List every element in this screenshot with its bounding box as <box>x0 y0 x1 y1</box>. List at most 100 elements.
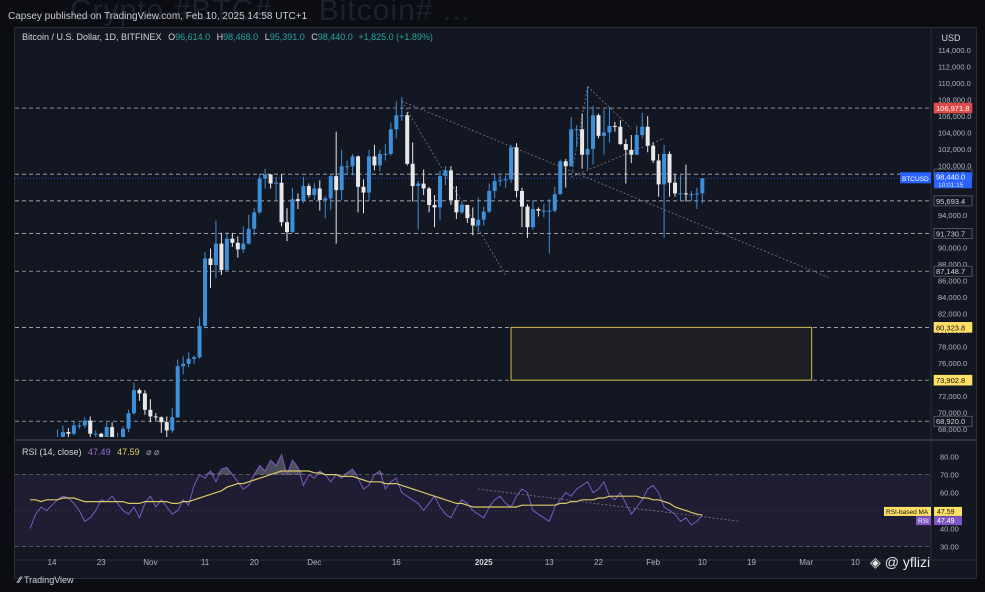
price-tick-label: 94,000.0 <box>938 211 967 220</box>
time-tick-label: 20 <box>250 558 259 567</box>
candle-body <box>541 210 546 212</box>
candle-body <box>438 176 443 208</box>
time-tick-label: 2025 <box>475 558 493 567</box>
price-tick-label: 110,000.0 <box>938 79 971 88</box>
demand-zone <box>510 326 813 381</box>
candle-body <box>503 179 508 181</box>
candle-body <box>328 176 333 199</box>
current-price-tag <box>934 172 972 189</box>
candle-body <box>99 433 104 437</box>
candle-body <box>279 182 284 223</box>
chart-frame <box>14 27 977 579</box>
binance-icon: ◈ <box>870 554 881 570</box>
candle-body <box>126 413 131 429</box>
candle-body <box>601 132 606 136</box>
candle-body <box>208 258 213 266</box>
time-tick-label: 16 <box>392 558 401 567</box>
candle-body <box>700 178 705 194</box>
candle-body <box>416 183 421 187</box>
price-tick-label: 102,000.0 <box>938 145 971 154</box>
price-tick-label: 108,000.0 <box>938 96 971 105</box>
rsi-ma-name-label: RSI-based MA <box>886 509 929 516</box>
rsi-legend: RSI (14, close) 47.49 47.59 ⌀ ⌀ <box>22 447 159 458</box>
candle-body <box>137 390 142 394</box>
tradingview-logo[interactable]: ⁄⁄ TradingView <box>18 575 74 585</box>
candle-body <box>536 209 541 211</box>
rsi-title[interactable]: RSI (14, close) <box>22 447 82 457</box>
candle-body <box>110 427 115 437</box>
candle-body <box>55 437 59 445</box>
candle-body <box>361 186 366 193</box>
price-level-label: 91,730.7 <box>936 229 965 238</box>
rsi-name-label: RSI <box>918 518 929 525</box>
candle-body <box>574 129 579 131</box>
candle-body <box>432 204 437 208</box>
candle-body <box>492 181 497 191</box>
rsi-ma-value: 47.59 <box>117 447 140 457</box>
candle-body <box>377 153 382 166</box>
candle-body <box>519 190 524 207</box>
tradingview-brand: TradingView <box>24 575 74 585</box>
time-tick-label: Nov <box>143 558 157 567</box>
high-value: 98,468.0 <box>223 32 259 42</box>
candle-body <box>645 126 650 146</box>
time-tick-label: Mar <box>799 558 813 567</box>
trendline <box>0 423 8 437</box>
candle-body <box>121 428 126 437</box>
current-price-label: 98,440.0 <box>936 172 965 181</box>
candle-body <box>612 125 617 127</box>
price-tick-label: 90,000.0 <box>938 244 967 253</box>
candle-body <box>175 366 180 418</box>
candle-body <box>192 357 197 359</box>
price-level-tag <box>933 415 973 427</box>
rsi-ma-name-tag <box>884 506 931 516</box>
rsi-tick-label: 30.00 <box>940 543 959 552</box>
candle-body <box>591 115 596 149</box>
candle-body <box>443 170 448 177</box>
candle-body <box>235 242 240 250</box>
time-tick-label: 22 <box>594 558 603 567</box>
candle-body <box>585 148 590 155</box>
candle-body <box>454 200 459 213</box>
candle-body <box>448 170 453 200</box>
candle-body <box>569 129 574 167</box>
time-tick-label: 10 <box>698 558 707 567</box>
candle-body <box>547 210 552 212</box>
close-value: 98,440.0 <box>317 32 353 42</box>
candle-body <box>640 126 645 135</box>
candle-body <box>263 174 268 179</box>
symbol-tag-label: BTCUSD <box>902 176 929 183</box>
candle-body <box>383 153 388 155</box>
symbol-name[interactable]: Bitcoin / U.S. Dollar, 1D, BITFINEX <box>22 32 162 42</box>
candle-body <box>694 193 699 195</box>
candle-body <box>274 182 279 184</box>
rsi-tick-label: 60.00 <box>940 489 959 498</box>
trendline <box>570 86 588 178</box>
high-label: H <box>216 32 224 42</box>
open-label: O <box>168 32 176 42</box>
close-label: C <box>311 32 318 42</box>
candle-body <box>301 186 306 201</box>
open-value: 96,614.0 <box>175 32 211 42</box>
candle-body <box>525 206 530 228</box>
rsi-visibility-icons[interactable]: ⌀ ⌀ <box>146 447 160 457</box>
candle-body <box>241 243 246 250</box>
candle-body <box>77 425 82 427</box>
publisher-line: Capsey published on TradingView.com, Feb… <box>8 11 308 22</box>
candle-body <box>465 204 470 219</box>
candle-body <box>295 199 300 201</box>
symbol-tag <box>900 172 931 184</box>
candle-body <box>153 416 158 418</box>
candle-body <box>580 129 585 155</box>
rsi-tag-label: 47.49 <box>937 518 955 525</box>
change-value: +1,825.0 (+1.89%) <box>358 32 433 42</box>
time-tick-label: 14 <box>48 558 57 567</box>
candle-body <box>673 182 678 194</box>
currency-label[interactable]: USD <box>941 33 961 43</box>
trendline <box>401 100 829 278</box>
candle-body <box>470 218 475 226</box>
candle-body <box>148 409 153 417</box>
price-tick-label: 114,000.0 <box>938 46 971 55</box>
candle-body <box>170 417 175 431</box>
